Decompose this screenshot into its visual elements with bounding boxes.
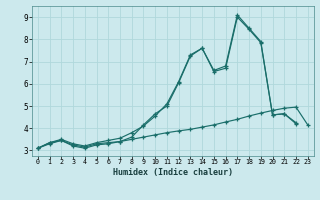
X-axis label: Humidex (Indice chaleur): Humidex (Indice chaleur) — [113, 168, 233, 177]
